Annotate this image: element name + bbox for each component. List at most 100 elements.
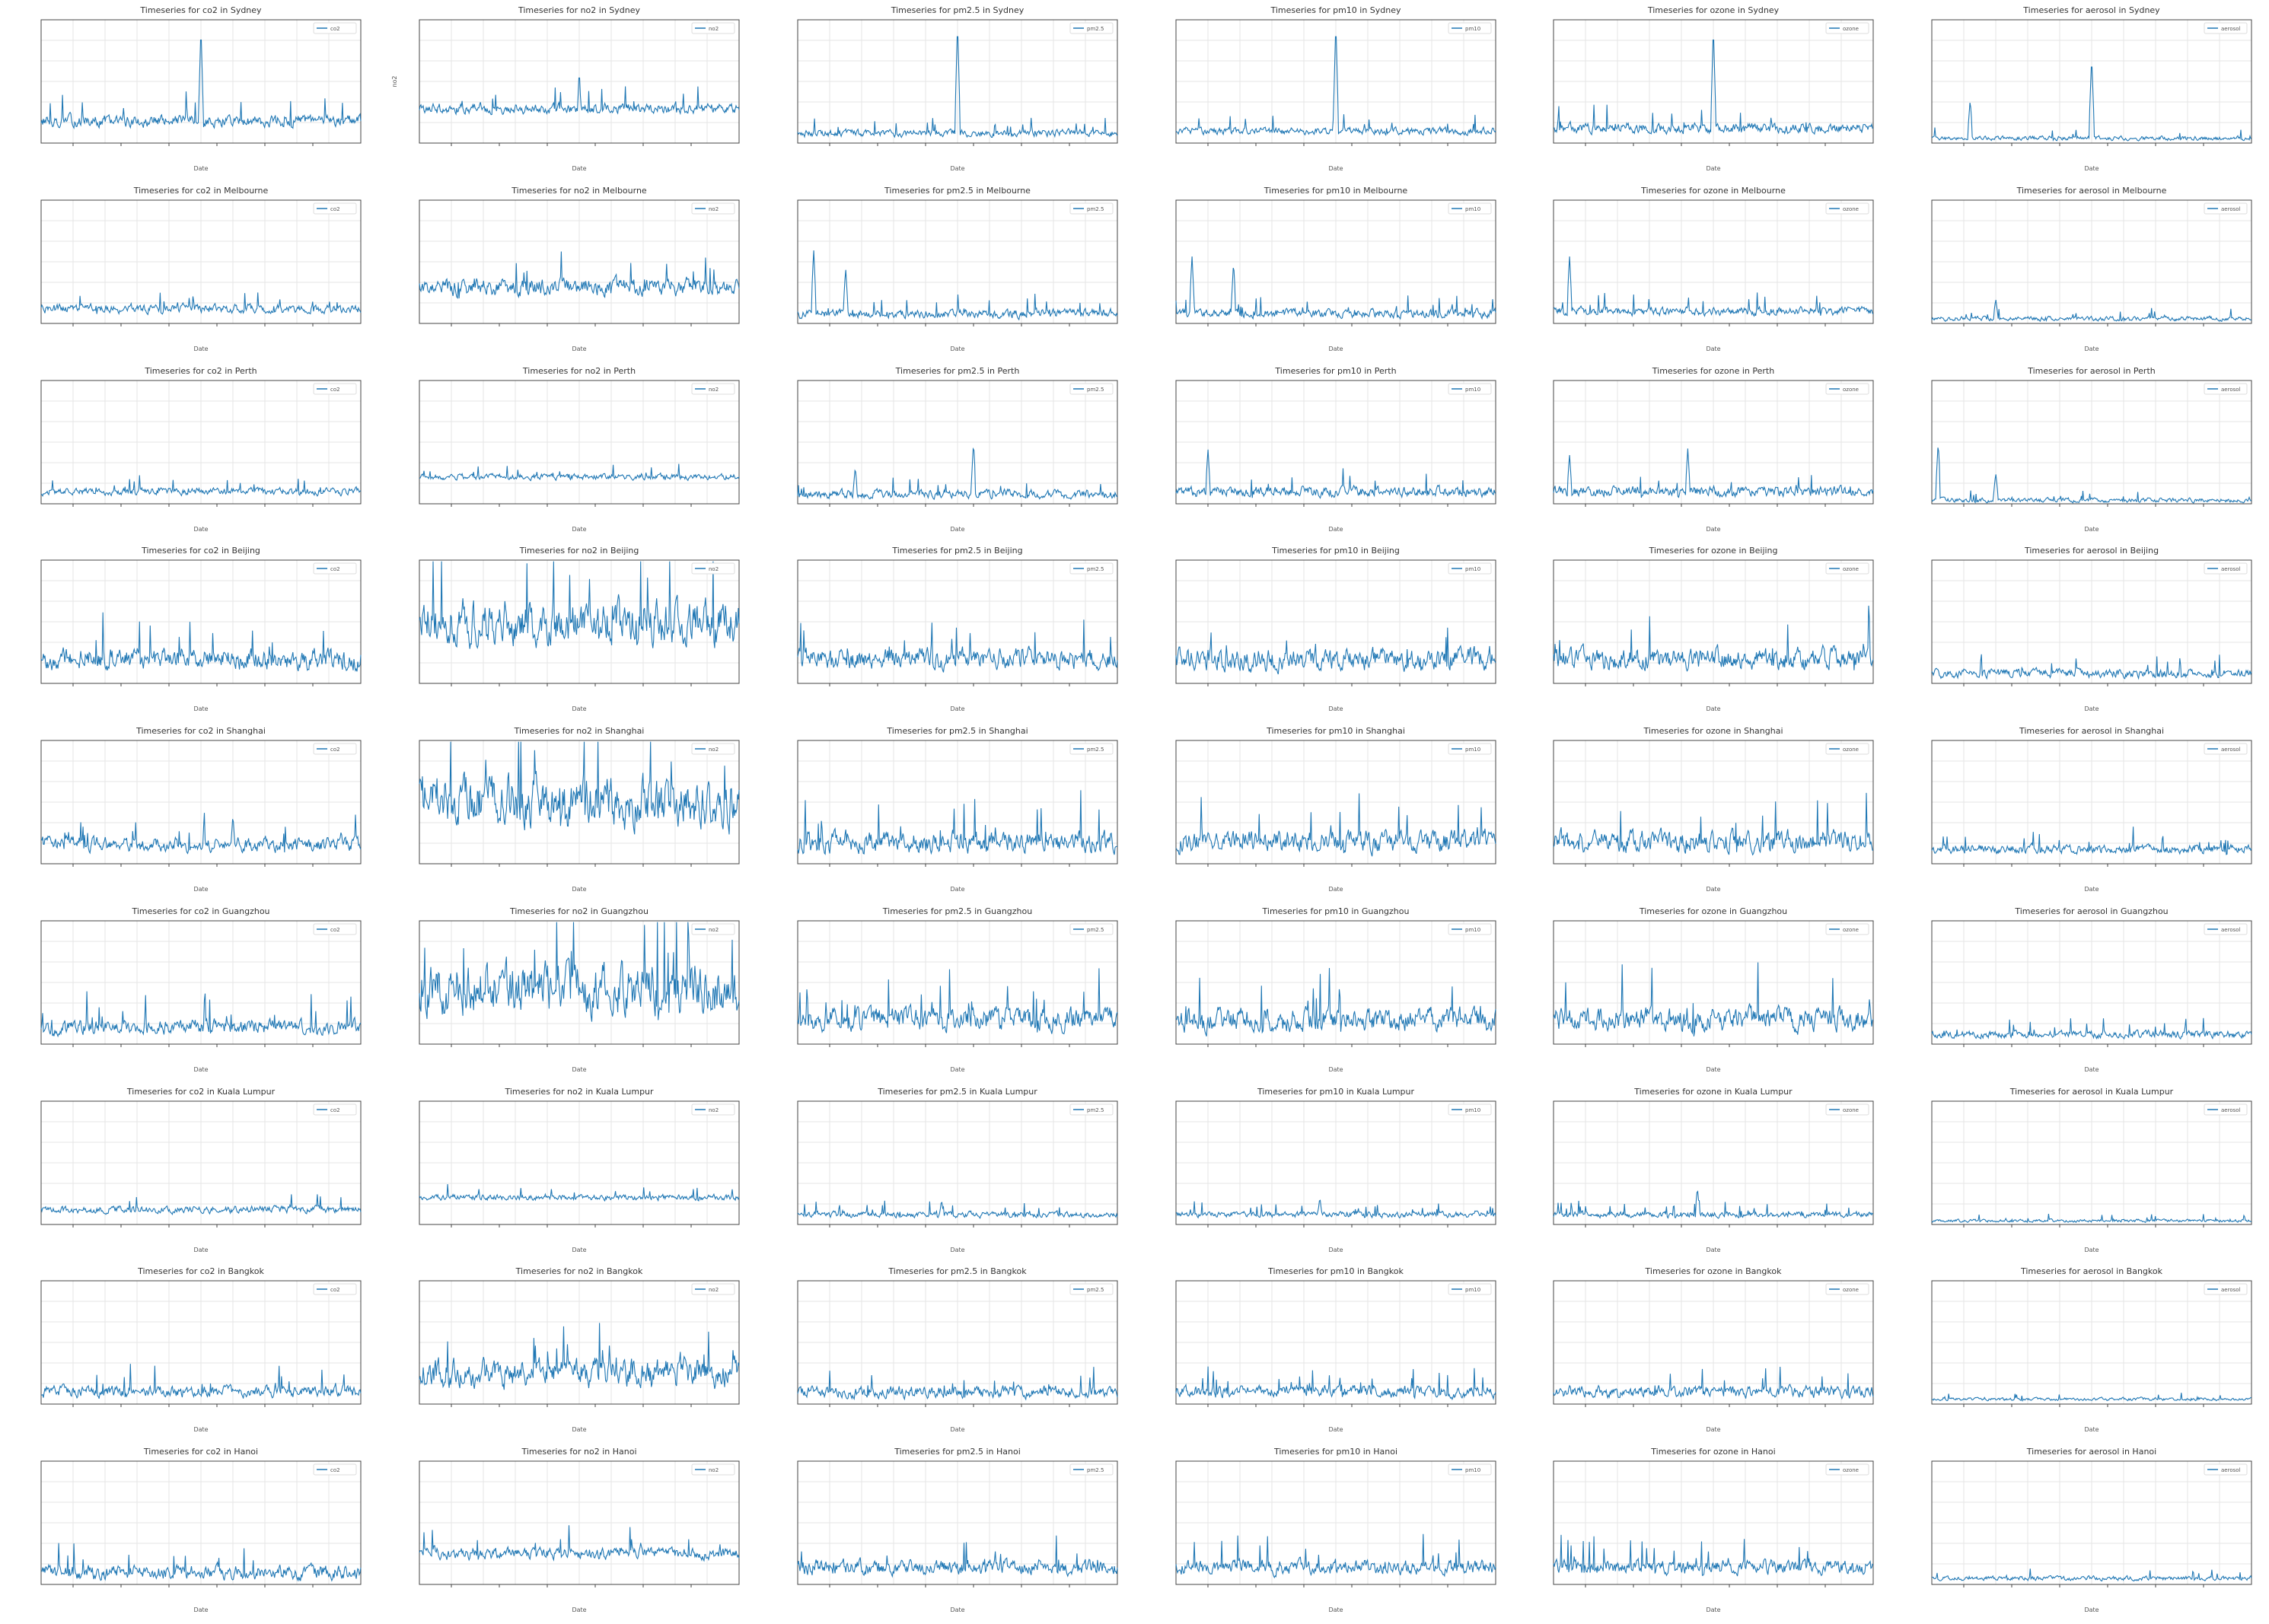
axes-frame: [1175, 380, 1496, 505]
axes-frame: [1553, 19, 1874, 144]
x-axis-label: Date: [950, 1247, 964, 1253]
series-line: [1931, 447, 2252, 504]
legend-box: [313, 383, 357, 395]
chart-svg: Timeseries for ozone in Guangzhou Date ozo…: [1553, 906, 1874, 1073]
chart-panel: Timeseries for no2 in Bangkok Date no2: [387, 1264, 766, 1444]
grid-lines: [1553, 199, 1874, 324]
legend: co2: [313, 383, 357, 395]
x-axis-label: Date: [1706, 1066, 1720, 1073]
axes-frame: [419, 740, 740, 865]
axes-frame: [797, 1280, 1118, 1405]
legend-box: [313, 562, 357, 575]
legend-box: [1448, 1283, 1492, 1295]
grid-lines: [419, 380, 740, 505]
x-axis-label: Date: [572, 345, 586, 352]
x-axis-label: Date: [572, 1247, 586, 1253]
legend: aerosol: [2204, 743, 2248, 755]
axes-frame: [40, 380, 362, 505]
grid-lines: [797, 920, 1118, 1045]
legend-label: pm2.5: [1087, 206, 1104, 212]
chart-title: Timeseries for pm10 in Kuala Lumpur: [1257, 1087, 1415, 1097]
legend-label: co2: [330, 566, 340, 572]
chart-panel: Timeseries for no2 in Guangzhou Date no2: [387, 904, 766, 1084]
grid-lines: [1931, 1100, 2252, 1225]
legend-box: [2204, 743, 2248, 755]
legend-label: no2: [709, 1287, 719, 1293]
axes-frame: [1931, 380, 2252, 505]
legend: pm10: [1448, 1283, 1492, 1295]
chart-title: Timeseries for pm10 in Beijing: [1271, 546, 1400, 556]
series-line: [419, 1323, 740, 1390]
legend: ozone: [1825, 923, 1869, 935]
chart-title: Timeseries for pm10 in Bangkok: [1267, 1266, 1404, 1276]
chart-panel: Timeseries for no2 in Perth Date no2: [387, 364, 766, 543]
axes-frame: [419, 1460, 740, 1585]
series-line: [1175, 793, 1496, 857]
chart-title: Timeseries for ozone in Bangkok: [1645, 1266, 1783, 1276]
series-line: [1553, 448, 1874, 498]
chart-svg: Timeseries for no2 in Hanoi Date no2: [419, 1447, 740, 1613]
legend: co2: [313, 22, 357, 34]
legend-box: [1825, 923, 1869, 935]
legend-label: pm2.5: [1087, 927, 1104, 933]
legend-box: [2204, 383, 2248, 395]
legend-label: aerosol: [2221, 927, 2241, 933]
chart-panel: Timeseries for pm2.5 in Bangkok Date pm2.5: [766, 1264, 1144, 1444]
chart-panel: Timeseries for pm2.5 in Melbourne Date pm2…: [766, 183, 1144, 363]
axes-frame: [1931, 1100, 2252, 1225]
legend: aerosol: [2204, 1463, 2248, 1476]
chart-title: Timeseries for pm10 in Perth: [1274, 366, 1396, 376]
chart-panel: Timeseries for pm10 in Perth Date pm10: [1144, 364, 1522, 543]
chart-svg: Timeseries for no2 in Bangkok Date no2: [419, 1266, 740, 1433]
x-axis-label: Date: [1328, 1247, 1343, 1253]
x-axis-label: Date: [1328, 705, 1343, 712]
chart-svg: Timeseries for pm2.5 in Shanghai Date pm2.…: [797, 726, 1118, 893]
series-line: [1175, 449, 1496, 499]
legend-label: aerosol: [2221, 206, 2241, 212]
chart-title: Timeseries for aerosol in Sydney: [2022, 5, 2160, 15]
series-line: [1553, 39, 1874, 136]
x-axis-label: Date: [1706, 165, 1720, 172]
series-line: [1553, 605, 1874, 672]
chart-title: Timeseries for aerosol in Hanoi: [2026, 1447, 2156, 1457]
chart-panel: Timeseries for aerosol in Hanoi Date aeros…: [1900, 1444, 2269, 1624]
legend: pm10: [1448, 923, 1492, 935]
grid-lines: [1931, 740, 2252, 865]
legend-box: [1069, 562, 1114, 575]
series-line: [1553, 1190, 1874, 1219]
series-line: [797, 250, 1118, 321]
x-axis-label: Date: [2084, 1247, 2099, 1253]
chart-panel: Timeseries for pm2.5 in Sydney Date pm2.5: [766, 3, 1144, 183]
axes-frame: [1175, 199, 1496, 324]
chart-svg: Timeseries for aerosol in Shanghai Date ae…: [1931, 726, 2252, 893]
x-axis-label: Date: [193, 1066, 208, 1073]
chart-panel: Timeseries for ozone in Melbourne Date ozo…: [1522, 183, 1900, 363]
chart-title: Timeseries for pm10 in Shanghai: [1266, 726, 1405, 736]
legend: aerosol: [2204, 202, 2248, 215]
legend-label: pm10: [1465, 927, 1480, 933]
chart-svg: Timeseries for aerosol in Guangzhou Date a…: [1931, 906, 2252, 1073]
chart-svg: Timeseries for pm10 in Kuala Lumpur Date p…: [1175, 1087, 1496, 1253]
x-axis-label: Date: [1706, 705, 1720, 712]
legend: co2: [313, 1103, 357, 1116]
chart-title: Timeseries for pm2.5 in Sydney: [891, 5, 1025, 15]
legend: co2: [313, 923, 357, 935]
legend: pm2.5: [1069, 743, 1114, 755]
axes-frame: [797, 740, 1118, 865]
grid-lines: [1553, 559, 1874, 684]
legend-box: [1825, 22, 1869, 34]
grid-lines: [1553, 1280, 1874, 1405]
legend-label: no2: [709, 927, 719, 933]
series-line: [40, 292, 362, 316]
chart-title: Timeseries for pm2.5 in Kuala Lumpur: [877, 1087, 1037, 1097]
legend: aerosol: [2204, 22, 2248, 34]
series-line: [1553, 792, 1874, 856]
chart-svg: Timeseries for no2 in Beijing Date no2: [419, 546, 740, 712]
axes-frame: [1931, 740, 2252, 865]
series-line: [1175, 967, 1496, 1036]
legend: pm2.5: [1069, 383, 1114, 395]
series-line: [1175, 256, 1496, 320]
chart-panel: Timeseries for pm10 in Melbourne Date pm10: [1144, 183, 1522, 363]
legend: ozone: [1825, 1103, 1869, 1116]
legend-box: [1069, 383, 1114, 395]
